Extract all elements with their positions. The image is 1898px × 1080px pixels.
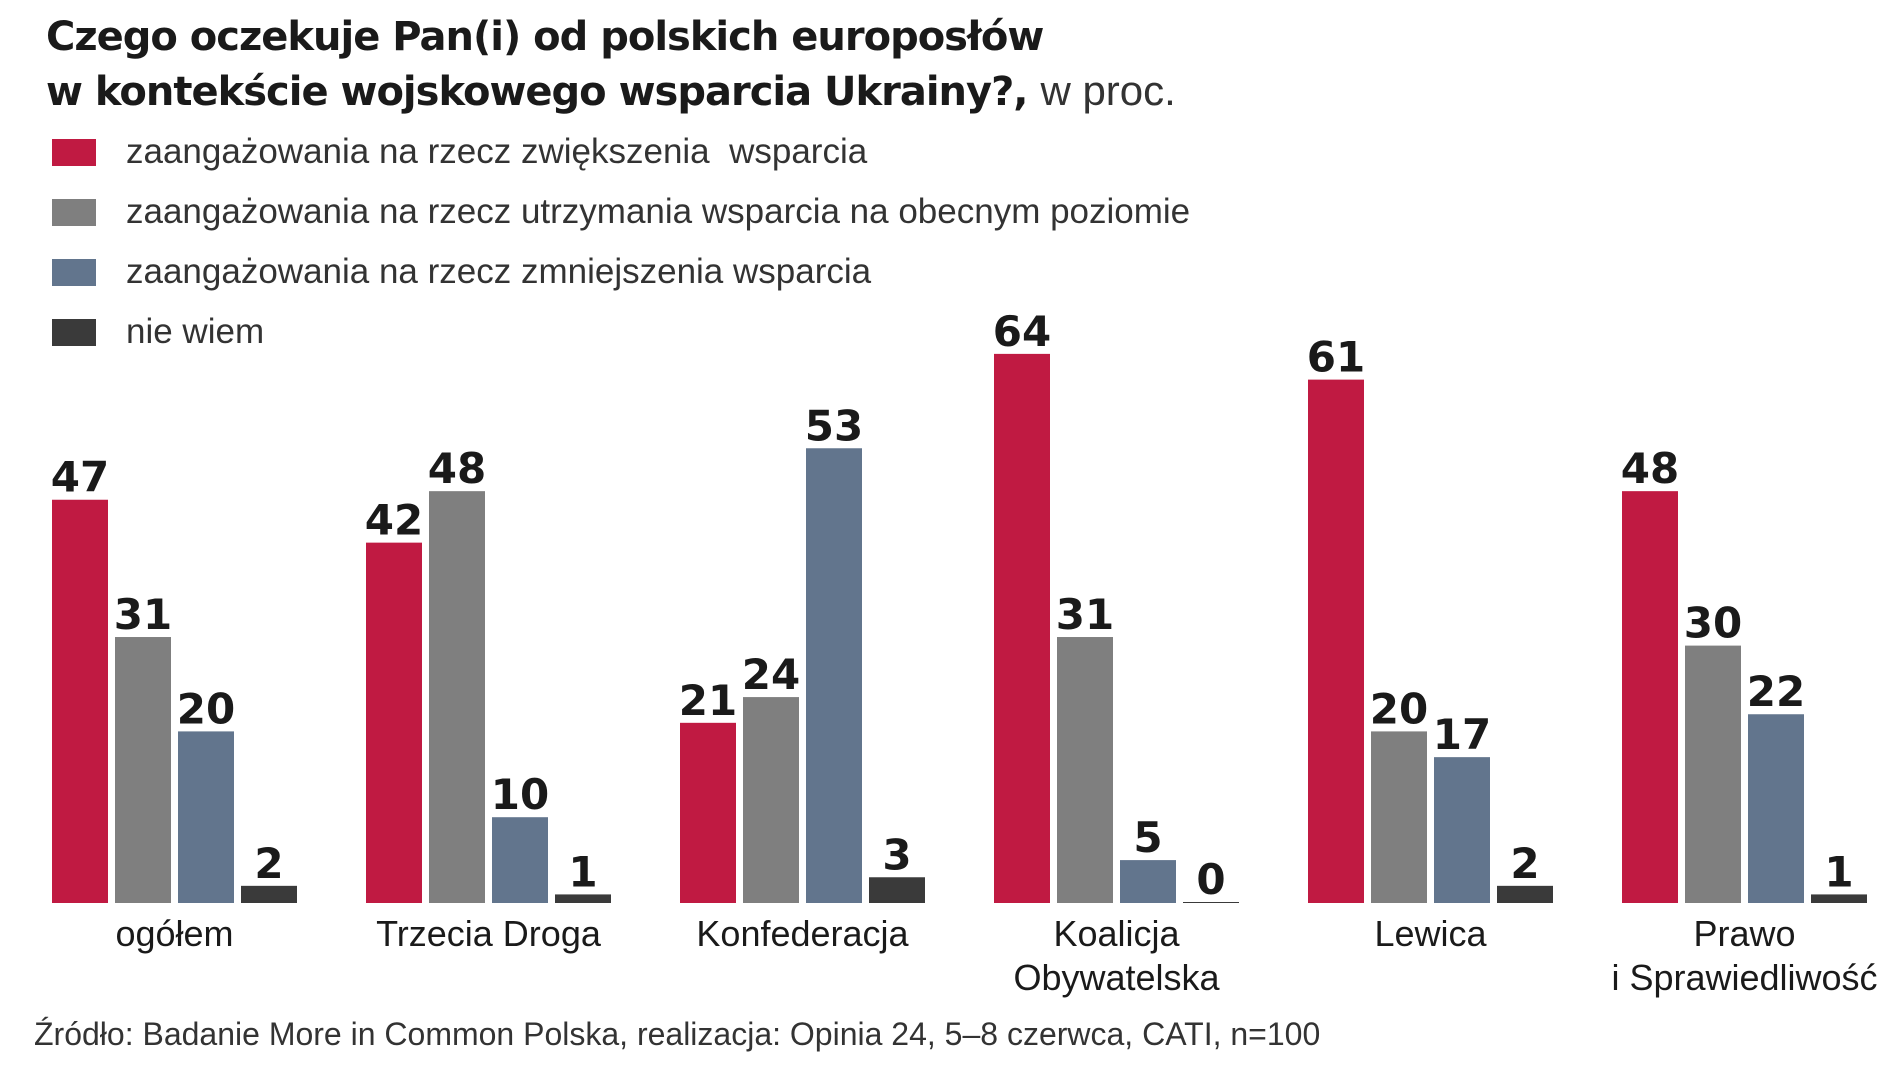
bar-value-label: 53 [805,401,863,450]
title-unit: w proc. [1040,67,1176,114]
category-label: Lewica [1374,913,1487,954]
legend-label-increase: zaangażowania na rzecz zwiększenia wspar… [126,132,868,171]
bar-value-label: 2 [254,839,283,888]
category-label: Koalicja [1053,913,1180,954]
bar-g2-s1 [743,697,799,903]
bar-g3-s0 [994,353,1050,903]
bar-value-label: 42 [365,496,423,545]
bar-value-label: 2 [1510,839,1539,888]
legend-label-dont-know: nie wiem [126,312,265,351]
bar-g3-s2 [1120,860,1176,903]
bar-g3-s1 [1057,637,1113,903]
bar-g2-s3 [869,877,925,903]
bar-value-label: 5 [1133,813,1162,862]
legend-swatch-dont-know [52,318,96,346]
bar-g4-s0 [1308,379,1364,903]
title-line-1: Czego oczekuje Pan(i) od polskich europo… [46,14,1044,60]
bar-g5-s1 [1685,645,1741,903]
legend-item-maintain: zaangażowania na rzecz utrzymania wsparc… [52,182,1190,242]
bar-value-label: 24 [742,650,800,699]
legend-swatch-maintain [52,198,96,226]
bar-g3-s3 [1183,902,1239,903]
category-label: Konfederacja [696,913,909,954]
bar-g0-s3 [241,885,297,903]
bar-value-label: 22 [1747,667,1805,716]
bar-g1-s3 [555,894,611,903]
category-label: ogółem [115,913,233,954]
bar-g4-s1 [1371,731,1427,903]
bar-value-label: 21 [679,676,737,725]
category-label: i Sprawiedliwość [1611,957,1877,998]
bar-value-label: 17 [1433,710,1491,759]
bar-value-label: 30 [1684,599,1742,648]
bar-value-label: 31 [1056,590,1114,639]
bar-value-label: 3 [882,830,911,879]
legend-swatch-decrease [52,258,96,286]
category-label: Trzecia Droga [376,913,602,954]
legend-label-maintain: zaangażowania na rzecz utrzymania wsparc… [126,192,1191,231]
legend: zaangażowania na rzecz zwiększenia wspar… [52,122,1190,362]
legend-item-decrease: zaangażowania na rzecz zmniejszenia wspa… [52,242,1190,302]
bar-value-label: 1 [568,847,597,896]
legend-item-dont-know: nie wiem [52,302,1190,362]
bar-value-label: 31 [114,590,172,639]
category-label: Obywatelska [1013,957,1220,998]
bar-g4-s3 [1497,885,1553,903]
bar-g5-s2 [1748,714,1804,903]
bar-g2-s0 [680,722,736,903]
bar-value-label: 47 [51,453,109,502]
bar-value-label: 0 [1196,855,1225,904]
bar-g0-s2 [178,731,234,903]
bar-g1-s1 [429,491,485,903]
bar-g4-s2 [1434,757,1490,903]
bar-value-label: 48 [1621,444,1679,493]
legend-label-decrease: zaangażowania na rzecz zmniejszenia wspa… [126,252,872,291]
bar-value-label: 61 [1307,333,1365,382]
bar-g0-s1 [115,637,171,903]
chart-title: Czego oczekuje Pan(i) od polskich europo… [46,10,1176,119]
legend-swatch-increase [52,138,96,166]
title-line-2: w kontekście wojskowego wsparcia Ukrainy… [46,69,1028,115]
bar-value-label: 64 [993,307,1051,356]
bar-value-label: 1 [1824,847,1853,896]
bar-g0-s0 [52,499,108,903]
bar-value-label: 10 [491,770,549,819]
bar-g2-s2 [806,448,862,903]
source-note: Źródło: Badanie More in Common Polska, r… [34,1016,1321,1052]
bar-value-label: 20 [177,684,235,733]
bar-g5-s3 [1811,894,1867,903]
category-label: Prawo [1693,913,1795,954]
bar-g5-s0 [1622,491,1678,903]
bar-value-label: 48 [428,444,486,493]
bar-value-label: 20 [1370,684,1428,733]
bar-g1-s2 [492,817,548,903]
legend-item-increase: zaangażowania na rzecz zwiększenia wspar… [52,122,1190,182]
bar-g1-s0 [366,542,422,903]
